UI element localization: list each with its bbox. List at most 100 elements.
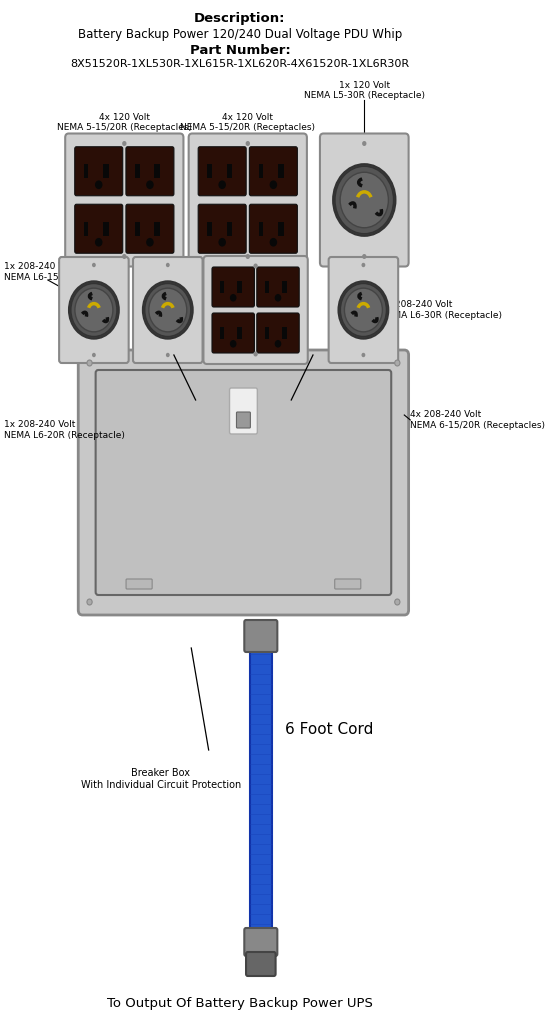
FancyBboxPatch shape [246, 952, 275, 976]
Bar [227, 221, 232, 236]
Bar [282, 328, 287, 339]
Circle shape [340, 284, 387, 337]
Circle shape [230, 294, 237, 302]
Text: 4x 120 Volt
NEMA 5-15/20R (Receptacles): 4x 120 Volt NEMA 5-15/20R (Receptacles) [57, 113, 192, 132]
FancyBboxPatch shape [126, 146, 174, 196]
Text: 1x 208-240 Volt
NEMA L6-15R (Receptacle): 1x 208-240 Volt NEMA L6-15R (Receptacle) [4, 262, 126, 282]
FancyBboxPatch shape [320, 133, 409, 266]
FancyBboxPatch shape [59, 257, 129, 362]
Circle shape [92, 353, 96, 357]
FancyBboxPatch shape [212, 313, 254, 353]
Text: 8X51520R-1XL530R-1XL615R-1XL620R-4X61520R-1XL6R30R: 8X51520R-1XL530R-1XL615R-1XL620R-4X61520… [70, 59, 410, 69]
Circle shape [362, 254, 367, 259]
Bar [265, 328, 269, 339]
Bar [154, 221, 160, 236]
Circle shape [253, 263, 258, 268]
Text: 1x 208-240 Volt
NEMA L6-30R (Receptacle): 1x 208-240 Volt NEMA L6-30R (Receptacle) [381, 300, 502, 319]
Bar [278, 221, 284, 236]
Bar [278, 164, 284, 178]
Circle shape [69, 282, 119, 339]
Bar [84, 164, 88, 178]
Circle shape [95, 238, 102, 247]
Bar [135, 164, 140, 178]
Bar [103, 221, 109, 236]
Bar [249, 648, 272, 930]
Circle shape [218, 238, 226, 247]
FancyBboxPatch shape [244, 620, 278, 652]
Circle shape [395, 360, 400, 366]
Bar [265, 282, 269, 293]
FancyBboxPatch shape [229, 388, 257, 434]
Circle shape [166, 353, 170, 357]
Bar [282, 282, 287, 293]
Text: Breaker Box
With Individual Circuit Protection: Breaker Box With Individual Circuit Prot… [81, 768, 241, 790]
Bar [103, 164, 109, 178]
Bar [259, 164, 263, 178]
Bar [237, 282, 242, 293]
Circle shape [253, 351, 258, 356]
Circle shape [218, 180, 226, 189]
Circle shape [362, 353, 366, 357]
Circle shape [145, 284, 191, 337]
FancyBboxPatch shape [257, 313, 299, 353]
Circle shape [246, 141, 250, 146]
FancyBboxPatch shape [78, 350, 409, 615]
Circle shape [362, 263, 366, 267]
Bar [207, 221, 212, 236]
FancyBboxPatch shape [198, 146, 246, 196]
Circle shape [333, 164, 395, 236]
Bar [207, 164, 212, 178]
FancyBboxPatch shape [257, 267, 299, 307]
Text: 6 Foot Cord: 6 Foot Cord [285, 723, 373, 737]
FancyBboxPatch shape [249, 204, 298, 253]
Circle shape [122, 254, 127, 259]
FancyBboxPatch shape [126, 204, 174, 253]
Bar [154, 164, 160, 178]
FancyBboxPatch shape [244, 928, 278, 956]
FancyBboxPatch shape [96, 370, 391, 595]
Bar [259, 221, 263, 236]
Circle shape [95, 180, 102, 189]
Circle shape [270, 180, 277, 189]
Text: 1x 208-240 Volt
NEMA L6-20R (Receptacle): 1x 208-240 Volt NEMA L6-20R (Receptacle) [4, 420, 125, 439]
FancyBboxPatch shape [75, 204, 123, 253]
Circle shape [246, 254, 250, 259]
Bar [84, 221, 88, 236]
FancyBboxPatch shape [212, 267, 254, 307]
FancyBboxPatch shape [65, 133, 184, 266]
Circle shape [230, 340, 237, 347]
FancyBboxPatch shape [189, 133, 307, 266]
Circle shape [149, 288, 187, 332]
Circle shape [335, 166, 394, 233]
Circle shape [166, 263, 170, 267]
Text: Battery Backup Power 120/240 Dual Voltage PDU Whip: Battery Backup Power 120/240 Dual Voltag… [78, 28, 402, 41]
Text: 1x 120 Volt
NEMA L5-30R (Receptacle): 1x 120 Volt NEMA L5-30R (Receptacle) [304, 81, 425, 100]
Circle shape [340, 172, 388, 227]
FancyBboxPatch shape [328, 257, 398, 362]
Circle shape [146, 238, 154, 247]
Circle shape [146, 180, 154, 189]
Circle shape [395, 599, 400, 605]
Circle shape [87, 360, 92, 366]
FancyBboxPatch shape [198, 204, 246, 253]
Circle shape [362, 141, 367, 146]
Bar [220, 328, 225, 339]
Circle shape [122, 141, 127, 146]
Bar [135, 221, 140, 236]
FancyBboxPatch shape [133, 257, 202, 362]
FancyBboxPatch shape [237, 412, 251, 428]
Bar [220, 282, 225, 293]
Circle shape [338, 282, 388, 339]
Circle shape [87, 599, 92, 605]
FancyBboxPatch shape [126, 579, 152, 589]
Circle shape [143, 282, 192, 339]
Circle shape [345, 288, 382, 332]
FancyBboxPatch shape [204, 256, 308, 364]
Text: 4x 208-240 Volt
NEMA 6-15/20R (Receptacles): 4x 208-240 Volt NEMA 6-15/20R (Receptacl… [410, 411, 545, 430]
Circle shape [71, 284, 117, 337]
Circle shape [270, 238, 277, 247]
Circle shape [275, 340, 281, 347]
Bar [237, 328, 242, 339]
FancyBboxPatch shape [249, 146, 298, 196]
Text: 4x 120 Volt
NEMA 5-15/20R (Receptacles): 4x 120 Volt NEMA 5-15/20R (Receptacles) [180, 113, 315, 132]
